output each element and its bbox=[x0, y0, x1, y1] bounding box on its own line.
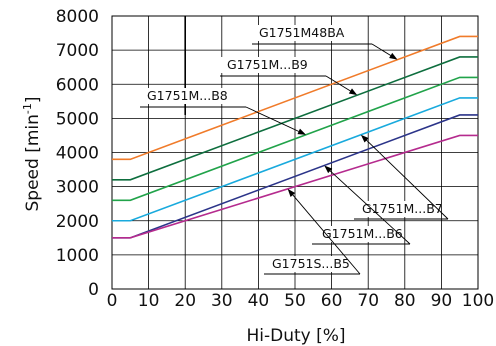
callout-label: G1751M...B6 bbox=[322, 226, 403, 241]
x-tick-label: 50 bbox=[284, 291, 306, 311]
x-tick-label: 40 bbox=[248, 291, 270, 311]
y-tick-label: 7000 bbox=[56, 41, 99, 61]
callout-arrowhead bbox=[348, 88, 358, 96]
callouts: G1751M48BA G1751M...B9 G1751M...B8 G1751M..… bbox=[138, 25, 449, 275]
callout-label: G1751M...B9 bbox=[227, 57, 308, 72]
series-line-4 bbox=[112, 97, 478, 222]
x-tick-label: 20 bbox=[174, 291, 196, 311]
callout-arrowhead bbox=[389, 52, 398, 60]
tick-labels: 0 10 20 30 40 50 60 70 80 90 100010002000300040005… bbox=[56, 7, 494, 311]
x-tick-label: 80 bbox=[394, 291, 416, 311]
callout-arrowhead bbox=[324, 165, 333, 174]
callout-leader bbox=[325, 75, 353, 93]
callout-label: G1751M...B7 bbox=[362, 201, 443, 216]
callout-bg bbox=[138, 88, 234, 104]
callout-leader bbox=[328, 169, 411, 245]
callout-arrowhead bbox=[297, 128, 306, 135]
callout-leader bbox=[371, 43, 393, 57]
x-tick-label: 30 bbox=[211, 291, 233, 311]
y-axis-title-exp: -1 bbox=[21, 103, 34, 114]
series-line-2 bbox=[112, 56, 478, 181]
x-tick-label: 100 bbox=[462, 291, 494, 311]
callout-bg bbox=[262, 256, 348, 272]
callout-leader bbox=[291, 193, 361, 275]
callout-label: G1751M...B8 bbox=[147, 88, 228, 103]
x-tick-label: 10 bbox=[138, 291, 160, 311]
callout-bg bbox=[218, 57, 314, 73]
callout-leader bbox=[245, 106, 301, 133]
y-tick-label: 2000 bbox=[56, 212, 99, 232]
x-tick-label: 90 bbox=[431, 291, 453, 311]
callout-bg bbox=[352, 201, 436, 217]
callout-leader bbox=[364, 138, 449, 220]
callout-bg bbox=[310, 226, 398, 242]
callout-arrowhead bbox=[287, 188, 296, 197]
x-tick-label: 60 bbox=[321, 291, 343, 311]
x-axis-title: Hi-Duty [%] bbox=[246, 326, 345, 346]
y-axis-title-end: ] bbox=[23, 97, 43, 104]
y-axis-title: Speed [min-1] bbox=[21, 97, 43, 212]
y-tick-label: 5000 bbox=[56, 109, 99, 129]
callout-label: G1751S...B5 bbox=[272, 256, 350, 271]
callout-arrowhead bbox=[360, 134, 369, 143]
x-tick-label: 0 bbox=[107, 291, 118, 311]
series-line-3 bbox=[112, 76, 478, 202]
callout-bg bbox=[250, 25, 360, 41]
callout-label: G1751M48BA bbox=[259, 25, 345, 40]
y-tick-label: 1000 bbox=[56, 246, 99, 266]
y-tick-label: 8000 bbox=[56, 7, 99, 27]
x-tick-label: 70 bbox=[357, 291, 379, 311]
y-axis-title-main: Speed [min bbox=[23, 114, 43, 211]
y-tick-label: 3000 bbox=[56, 178, 99, 198]
series-line-1 bbox=[112, 35, 478, 161]
y-tick-label: 0 bbox=[88, 280, 99, 300]
y-tick-label: 6000 bbox=[56, 75, 99, 95]
series-lines bbox=[112, 35, 478, 239]
series-line-6 bbox=[112, 134, 478, 239]
plot-frame bbox=[111, 15, 479, 290]
y-tick-label: 4000 bbox=[56, 144, 99, 164]
